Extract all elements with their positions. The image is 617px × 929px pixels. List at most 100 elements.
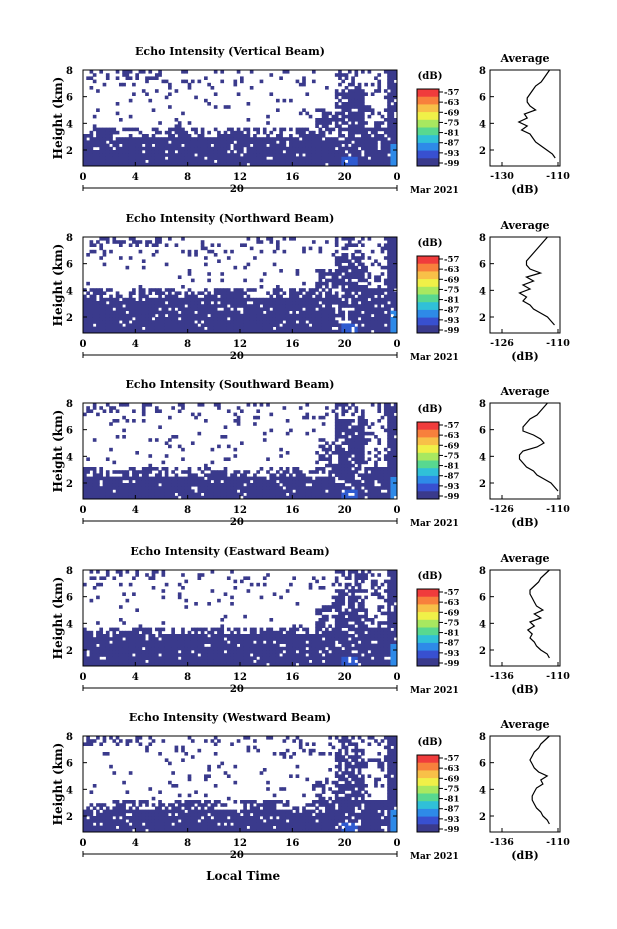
heatmap-cell <box>318 294 323 299</box>
heatmap-cell <box>393 415 398 420</box>
heatmap-cell <box>151 150 156 154</box>
heatmap-cell <box>86 495 90 500</box>
heatmap-cell <box>321 447 326 452</box>
heatmap-cell <box>194 95 198 100</box>
heatmap-cell <box>393 249 398 254</box>
heatmap-cell <box>213 137 218 141</box>
heatmap-cell <box>338 428 342 433</box>
heatmap-cell <box>315 317 319 321</box>
heatmap-cell <box>243 134 247 138</box>
heatmap-cell <box>256 323 261 327</box>
heatmap-cell <box>138 323 143 327</box>
heatmap-cell <box>390 121 395 125</box>
heatmap-cell <box>118 150 123 154</box>
heatmap-cell <box>210 150 215 154</box>
heatmap-cell <box>275 159 280 164</box>
heatmap-cell <box>321 422 326 426</box>
heatmap-cell <box>230 320 234 324</box>
heatmap-cell <box>164 146 169 151</box>
heatmap-cell <box>390 291 395 295</box>
heatmap-cell <box>135 479 139 484</box>
heatmap-cell <box>298 297 303 302</box>
heatmap-cell <box>226 479 231 484</box>
heatmap-cell <box>354 467 359 471</box>
heatmap-cell <box>197 304 202 308</box>
heatmap-cell <box>269 237 274 241</box>
heatmap-cell <box>269 240 274 244</box>
heatmap-cell <box>138 640 143 644</box>
heatmap-cell <box>177 662 182 667</box>
heatmap-cell <box>220 476 225 481</box>
heatmap-cell <box>194 297 198 302</box>
heatmap-cell <box>347 134 352 138</box>
heatmap-cell <box>230 317 234 321</box>
heatmap-cell <box>194 483 198 487</box>
heatmap-cell <box>164 304 169 308</box>
heatmap-cell <box>151 297 156 302</box>
heatmap-cell <box>334 422 339 426</box>
heatmap-cell <box>115 653 120 657</box>
heatmap-cell <box>361 127 365 132</box>
heatmap-cell <box>240 637 244 641</box>
heatmap-cell <box>138 294 143 299</box>
heatmap-cell <box>200 246 205 251</box>
heatmap-cell <box>243 159 247 164</box>
heatmap-cell <box>105 237 110 241</box>
heatmap-cell <box>138 159 143 164</box>
x-tick-label: 16 <box>285 339 299 350</box>
heatmap-cell <box>351 92 355 96</box>
heatmap-cell <box>200 162 205 167</box>
heatmap-cell <box>370 159 375 164</box>
heatmap-cell <box>305 662 310 667</box>
heatmap-cell <box>154 489 159 493</box>
heatmap-cell <box>390 278 395 283</box>
heatmap-cell <box>174 495 179 500</box>
heatmap-cell <box>161 156 166 160</box>
heatmap-cell <box>164 656 169 660</box>
heatmap-cell <box>210 317 215 321</box>
heatmap-cell <box>174 127 179 132</box>
heatmap-cell <box>128 98 133 103</box>
heatmap-cell <box>105 156 110 160</box>
heatmap-cell <box>151 467 156 471</box>
heatmap-cell <box>96 240 100 244</box>
heatmap-cell <box>282 297 287 302</box>
heatmap-cell <box>357 415 362 420</box>
heatmap-cell <box>370 150 375 154</box>
heatmap-cell <box>285 419 290 423</box>
heatmap-cell <box>138 249 143 254</box>
heatmap-cell <box>230 249 234 254</box>
heatmap-cell <box>96 162 100 167</box>
heatmap-cell <box>102 409 107 413</box>
heatmap-cell <box>145 489 149 493</box>
heatmap-cell <box>246 313 251 318</box>
heatmap-cell <box>151 637 156 641</box>
heatmap-cell <box>361 140 365 144</box>
heatmap-cell <box>338 460 342 465</box>
heatmap-cell <box>135 317 139 321</box>
heatmap-cell <box>102 479 107 484</box>
heatmap-cell <box>171 304 175 308</box>
heatmap-cell <box>305 111 310 116</box>
heatmap-cell <box>302 489 306 493</box>
heatmap-cell <box>334 243 339 247</box>
heatmap-cell <box>86 634 90 638</box>
heatmap-cell <box>321 317 326 321</box>
heatmap-cell <box>233 265 238 270</box>
heatmap-cell <box>357 150 362 154</box>
panel-title: Echo Intensity (Vertical Beam) <box>135 45 325 58</box>
heatmap-cell <box>89 310 94 315</box>
heatmap-cell <box>181 586 185 590</box>
heatmap-cell <box>243 656 247 660</box>
heatmap-cell <box>243 265 247 270</box>
heatmap-cell <box>213 310 218 315</box>
heatmap-cell <box>387 70 391 74</box>
heatmap-cell <box>338 307 342 311</box>
heatmap-cell <box>253 473 257 477</box>
heatmap-cell <box>194 249 198 254</box>
heatmap-cell <box>128 243 133 247</box>
heatmap-cell <box>122 146 126 151</box>
heatmap-cell <box>338 463 342 468</box>
heatmap-cell <box>292 304 296 308</box>
heatmap-cell <box>318 118 323 122</box>
